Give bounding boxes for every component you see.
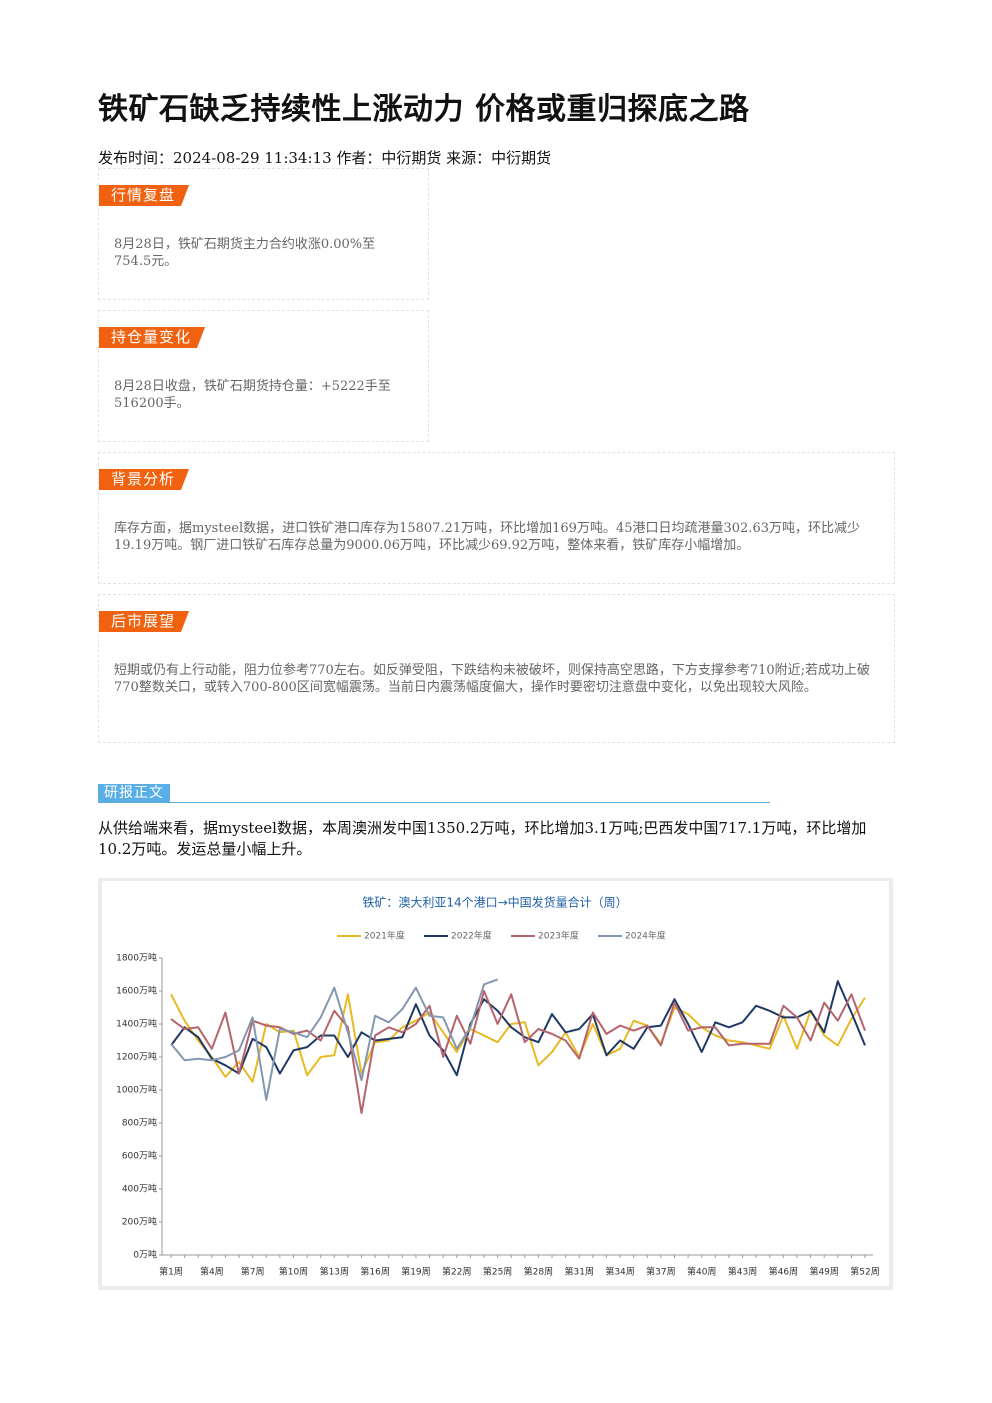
- section-text: 8月28日，铁矿石期货主力合约收涨0.00%至754.5元。: [114, 237, 376, 269]
- x-tick-label: 第28周: [524, 1266, 553, 1278]
- section-box: 背景分析 库存方面，据mysteel数据，进口铁矿港口库存为15807.21万吨…: [98, 452, 895, 584]
- title: 铁矿石缺乏持续性上涨动力 价格或重归探底之路: [98, 92, 750, 127]
- x-tick-label: 第34周: [605, 1266, 634, 1278]
- x-tick-label: 第10周: [279, 1266, 308, 1278]
- chart-frame: 铁矿：澳大利亚14个港口→中国发货量合计（周） 0万吨 200万吨 400万吨 600…: [98, 878, 893, 1290]
- x-tick-label: 第7周: [241, 1266, 265, 1278]
- x-tick-label: 第52周: [850, 1266, 879, 1278]
- x-tick-label: 第46周: [769, 1266, 798, 1278]
- series-line: [170, 980, 866, 1077]
- section-tag: 行情复盘: [99, 185, 189, 206]
- y-tick-label: 1800万吨: [116, 952, 157, 964]
- x-tick-label: 第4周: [200, 1266, 224, 1278]
- x-tick-label: 第37周: [646, 1266, 675, 1278]
- section-text: 8月28日收盘，铁矿石期货持仓量：+5222手至516200手。: [114, 379, 391, 411]
- legend-label: 2023年度: [538, 930, 579, 942]
- legend-label: 2021年度: [364, 930, 405, 942]
- x-tick-label: 第1周: [159, 1266, 183, 1278]
- section-tag: 持仓量变化: [99, 327, 205, 348]
- body-text: 从供给端来看，据mysteel数据，本周澳洲发中国1350.2万吨，环比增加3.…: [98, 819, 867, 858]
- legend-label: 2022年度: [451, 930, 492, 942]
- y-tick-label: 200万吨: [122, 1216, 157, 1228]
- chart: 铁矿：澳大利亚14个港口→中国发货量合计（周） 0万吨 200万吨 400万吨 600…: [116, 895, 880, 1278]
- divider: [98, 802, 770, 803]
- x-tick-label: 第40周: [687, 1266, 716, 1278]
- x-tick-label: 第16周: [360, 1266, 389, 1278]
- x-tick-label: 第22周: [442, 1266, 471, 1278]
- y-tick-label: 1200万吨: [116, 1051, 157, 1063]
- section-box: 行情复盘 8月28日，铁矿石期货主力合约收涨0.00%至754.5元。: [98, 168, 429, 300]
- chart-title: 铁矿：澳大利亚14个港口→中国发货量合计（周）: [362, 895, 627, 910]
- section-tag: 背景分析: [99, 469, 189, 490]
- x-tick-label: 第49周: [809, 1266, 838, 1278]
- series-line: [170, 978, 498, 1101]
- section-text: 短期或仍有上行动能，阻力位参考770左右。如反弹受阻，下跌结构未被破坏，则保持高…: [114, 663, 871, 695]
- y-tick-label: 800万吨: [122, 1117, 157, 1129]
- section-tag: 后市展望: [99, 611, 189, 632]
- meta: 发布时间：2024-08-29 11:34:13 作者：中衍期货 来源：中衍期货: [98, 149, 552, 167]
- x-tick-label: 第13周: [320, 1266, 349, 1278]
- section-box: 持仓量变化 8月28日收盘，铁矿石期货持仓量：+5222手至516200手。: [98, 310, 429, 442]
- y-tick-label: 600万吨: [122, 1150, 157, 1162]
- x-tick-label: 第19周: [401, 1266, 430, 1278]
- y-tick-label: 1000万吨: [116, 1084, 157, 1096]
- section-box: 后市展望 短期或仍有上行动能，阻力位参考770左右。如反弹受阻，下跌结构未被破坏…: [98, 594, 895, 743]
- x-tick-label: 第31周: [565, 1266, 594, 1278]
- y-tick-label: 1600万吨: [116, 985, 157, 997]
- x-tick-label: 第43周: [728, 1266, 757, 1278]
- body-tag: 研报正文: [98, 784, 170, 803]
- x-tick-label: 第25周: [483, 1266, 512, 1278]
- y-tick-label: 1400万吨: [116, 1018, 157, 1030]
- y-tick-label: 0万吨: [133, 1249, 157, 1261]
- section-text: 库存方面，据mysteel数据，进口铁矿港口库存为15807.21万吨，环比增加…: [114, 521, 860, 553]
- legend-label: 2024年度: [625, 930, 666, 942]
- y-tick-label: 400万吨: [122, 1183, 157, 1195]
